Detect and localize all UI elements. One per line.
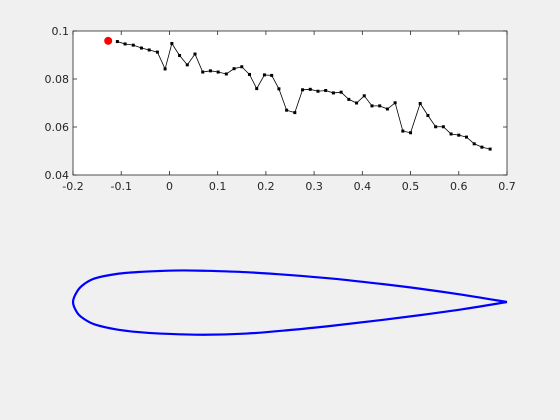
start-point-marker <box>104 36 113 45</box>
plot-series <box>104 36 492 151</box>
data-point <box>488 147 492 151</box>
data-point <box>255 87 259 91</box>
data-point <box>324 89 328 93</box>
data-point <box>178 53 182 57</box>
data-point <box>115 40 119 44</box>
y-tick-label: 0.06 <box>45 121 70 134</box>
data-point <box>308 87 312 91</box>
data-point <box>409 131 413 135</box>
data-point <box>193 52 197 56</box>
data-point <box>270 73 274 77</box>
x-tick-label: 0.4 <box>354 180 372 193</box>
data-point <box>339 90 343 94</box>
x-tick-label: 0.5 <box>402 180 420 193</box>
data-point <box>240 65 244 69</box>
data-point <box>123 42 127 46</box>
data-point <box>277 87 281 91</box>
data-point <box>201 70 205 74</box>
x-tick-label: 0.3 <box>305 180 323 193</box>
x-tick-label: 0 <box>166 180 173 193</box>
data-point <box>262 73 266 77</box>
data-point <box>393 101 397 105</box>
x-tick-label: 0.1 <box>209 180 227 193</box>
data-point <box>232 67 236 71</box>
data-point <box>378 104 382 108</box>
x-tick-label: -0.2 <box>62 180 83 193</box>
trajectory-plot: -0.2 -0.1 0 0.1 0.2 0.3 0.4 0.5 0.6 0.7 0.04 0.06 0.… <box>45 25 516 193</box>
x-tick-label: -0.1 <box>110 180 131 193</box>
y-tick-label: 0.08 <box>45 73 70 86</box>
data-point <box>224 72 228 76</box>
data-point <box>464 135 468 139</box>
data-point <box>472 142 476 146</box>
data-point <box>147 48 151 52</box>
data-point <box>331 91 335 95</box>
data-point <box>155 50 159 54</box>
data-point <box>170 41 174 45</box>
axes-box <box>72 30 508 176</box>
data-point <box>457 133 461 137</box>
airfoil-plot <box>71 269 508 336</box>
data-point <box>449 132 453 136</box>
plot-area <box>73 31 507 175</box>
x-tick-label: 0.2 <box>257 180 275 193</box>
data-point <box>362 94 366 98</box>
data-point <box>347 97 351 101</box>
data-point <box>480 145 484 149</box>
data-point <box>355 101 359 105</box>
axes: -0.2 -0.1 0 0.1 0.2 0.3 0.4 0.5 0.6 0.7 0.04 0.06 0.… <box>45 25 516 193</box>
data-point <box>418 101 422 105</box>
data-point <box>316 89 320 93</box>
data-point <box>216 70 220 74</box>
data-point <box>401 129 405 133</box>
y-tick-label: 0.1 <box>52 25 70 38</box>
y-tick-label: 0.04 <box>45 169 70 182</box>
data-point <box>385 107 389 111</box>
data-point <box>441 125 445 129</box>
data-point <box>208 69 212 73</box>
data-point <box>426 113 430 117</box>
data-point <box>285 108 289 112</box>
data-point <box>434 125 438 129</box>
x-tick-label: 0.7 <box>498 180 516 193</box>
data-point <box>131 43 135 47</box>
data-point <box>293 111 297 115</box>
data-point <box>139 46 143 50</box>
data-point <box>247 72 251 76</box>
data-point <box>370 104 374 108</box>
airfoil-outline <box>71 269 508 336</box>
x-tick-label: 0.6 <box>450 180 468 193</box>
data-point <box>163 67 167 71</box>
data-point <box>185 63 189 67</box>
data-point <box>301 88 305 92</box>
